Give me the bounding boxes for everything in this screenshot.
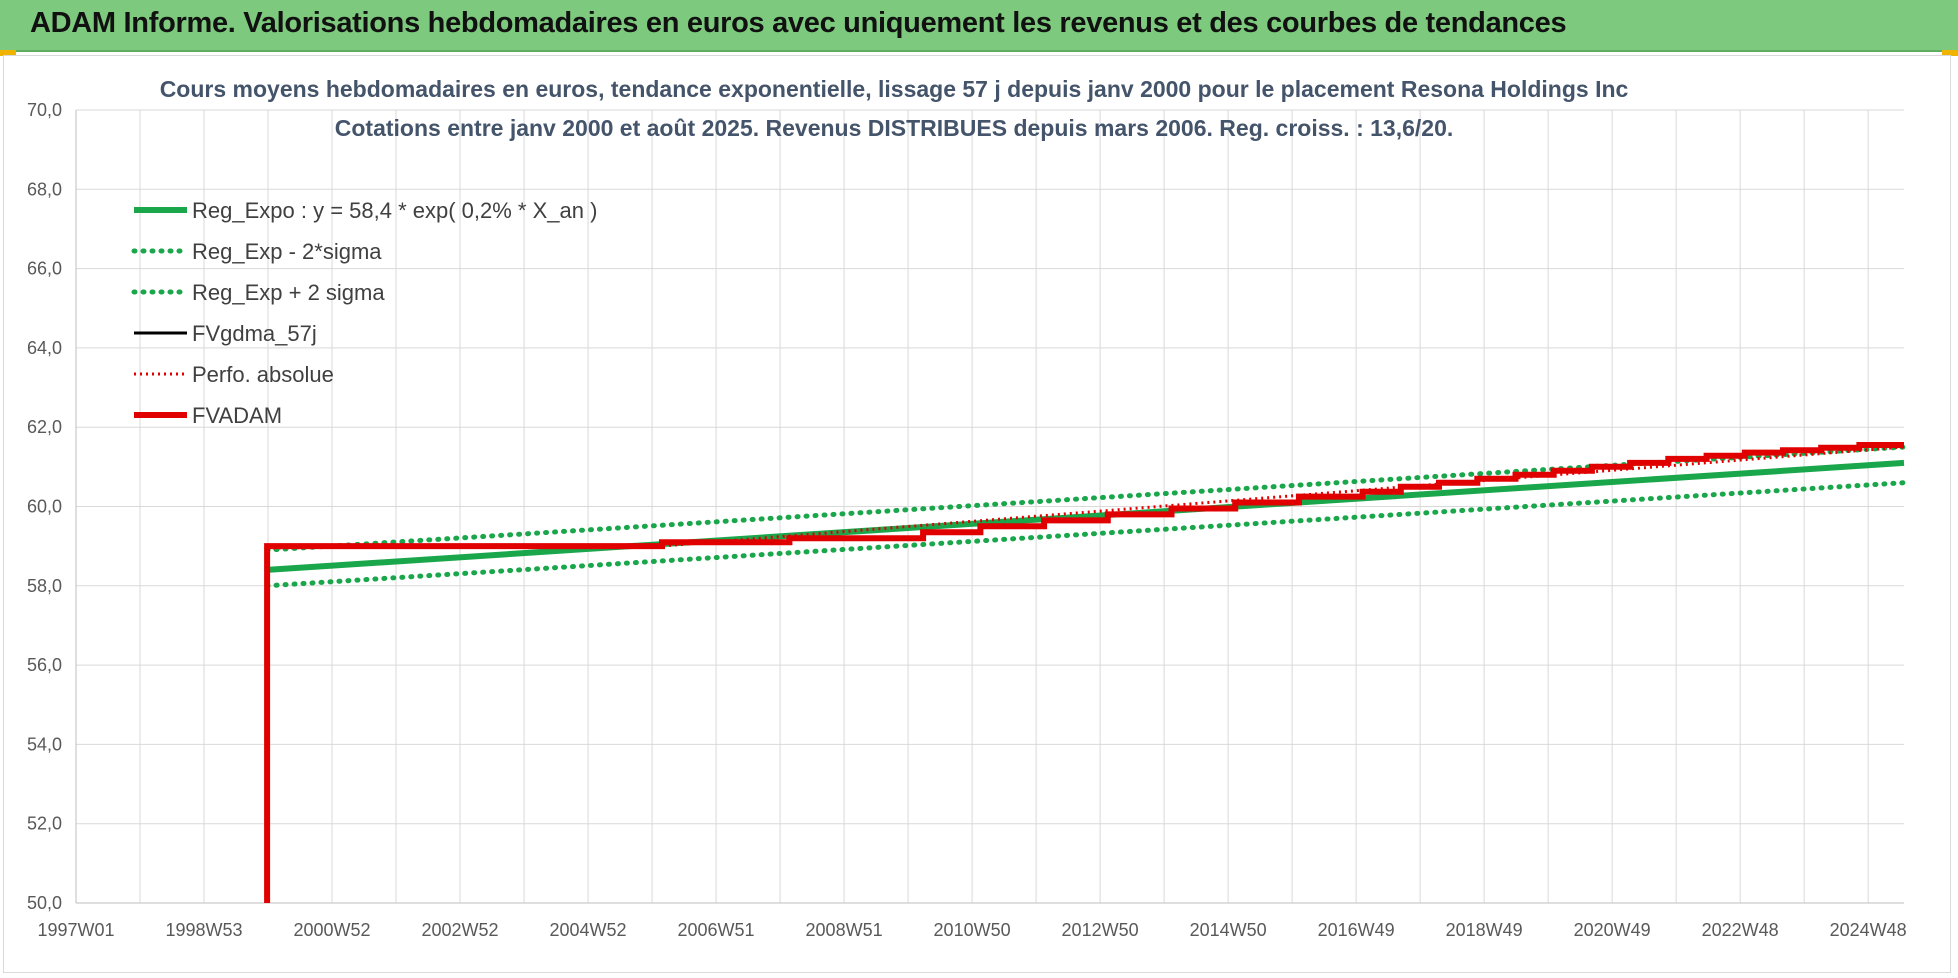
series-line-3 [264,442,1904,903]
x-tick-label: 2002W52 [422,920,499,940]
legend-label: Perfo. absolue [192,362,334,387]
y-tick-label: 52,0 [27,814,62,834]
x-tick-label: 2016W49 [1318,920,1395,940]
series-line-0 [266,459,1905,573]
series-line-1 [264,480,1907,589]
line-chart: 50,0 52,0 54,0 56,0 58,0 60,0 62,0 64,0 66,0 68,0… [27,76,1907,940]
x-tick-label: 2000W52 [293,920,370,940]
x-tick-label: 1998W53 [165,920,242,940]
x-tick-label: 2004W52 [550,920,627,940]
y-tick-label: 56,0 [27,655,62,675]
legend-label: FVgdma_57j [192,321,317,346]
chart-title-line1: Cours moyens hebdomadaires en euros, ten… [160,76,1629,102]
chart-series [264,442,1907,903]
chart-area: 50,0 52,0 54,0 56,0 58,0 60,0 62,0 64,0 66,0 68,0… [3,55,1951,973]
y-tick-label: 60,0 [27,497,62,517]
x-tick-label: 2022W48 [1702,920,1779,940]
x-tick-label: 2020W49 [1574,920,1651,940]
y-tick-label: 50,0 [27,893,62,913]
legend-label: Reg_Exp + 2 sigma [192,280,385,305]
corner-marker-left [0,50,16,56]
legend-label: Reg_Exp - 2*sigma [192,239,382,264]
x-tick-label: 1997W01 [37,920,114,940]
y-tick-label: 68,0 [27,179,62,199]
x-tick-label: 2024W48 [1830,920,1907,940]
y-tick-label: 58,0 [27,576,62,596]
x-tick-label: 2018W49 [1446,920,1523,940]
chart-legend: Reg_Expo : y = 58,4 * exp( 0,2% * X_an )… [131,198,597,428]
y-tick-label: 64,0 [27,338,62,358]
report-banner: ADAM Informe. Valorisations hebdomadaire… [0,0,1958,52]
chart-title-line2: Cotations entre janv 2000 et août 2025. … [335,115,1454,141]
y-tick-label: 70,0 [27,100,62,120]
y-axis-ticks: 50,0 52,0 54,0 56,0 58,0 60,0 62,0 64,0 66,0 68,0… [27,100,62,913]
x-tick-label: 2014W50 [1190,920,1267,940]
y-tick-label: 62,0 [27,417,62,437]
x-axis-ticks: 1997W01 1998W53 2000W52 2002W52 2004W52 2006W… [37,920,1906,940]
legend-label: Reg_Expo : y = 58,4 * exp( 0,2% * X_an ) [192,198,597,223]
chart-grid [75,109,1904,904]
x-tick-label: 2006W51 [678,920,755,940]
x-tick-label: 2012W50 [1062,920,1139,940]
x-tick-label: 2008W51 [806,920,883,940]
legend-label: FVADAM [192,403,282,428]
x-tick-label: 2010W50 [934,920,1011,940]
y-tick-label: 54,0 [27,734,62,754]
corner-marker-right [1942,50,1958,56]
report-title: ADAM Informe. Valorisations hebdomadaire… [30,7,1567,39]
y-tick-label: 66,0 [27,259,62,279]
